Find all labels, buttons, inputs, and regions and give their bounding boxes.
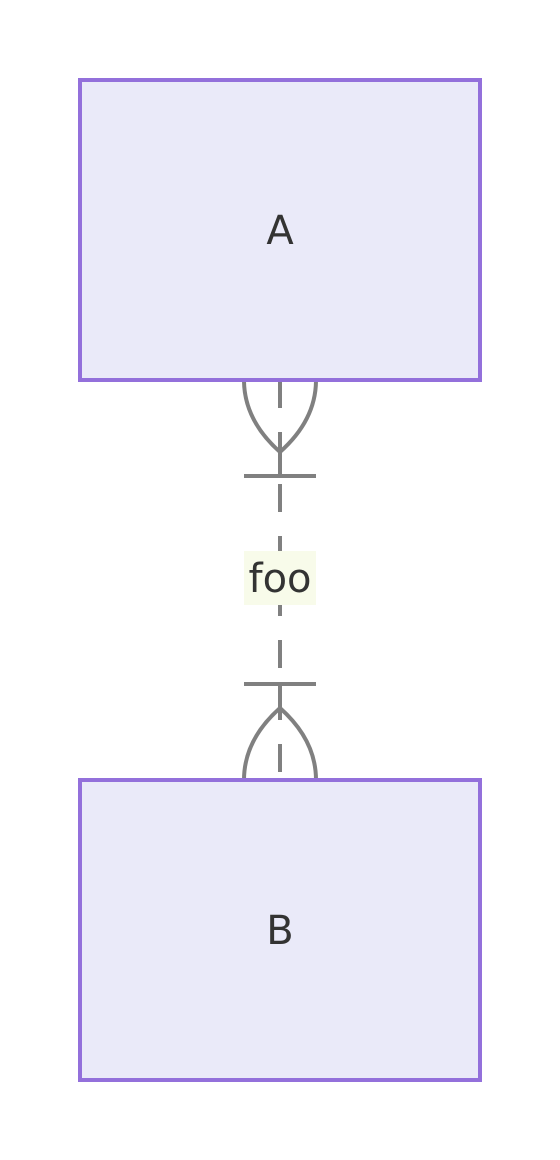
relationship-label-text: foo bbox=[248, 556, 311, 602]
entity-b-label: B bbox=[266, 908, 293, 954]
entity-a[interactable]: A bbox=[78, 78, 482, 382]
entity-a-box[interactable] bbox=[78, 78, 482, 382]
crows-foot-b-icon bbox=[242, 705, 318, 781]
relationship-label: foo bbox=[244, 551, 316, 605]
entity-b[interactable]: B bbox=[78, 778, 482, 1082]
entity-a-label: A bbox=[266, 208, 294, 254]
entity-b-box[interactable] bbox=[78, 778, 482, 1082]
cardinality-marker-a bbox=[242, 379, 318, 478]
cardinality-marker-b bbox=[242, 682, 318, 781]
relationship-label-background bbox=[244, 551, 316, 605]
